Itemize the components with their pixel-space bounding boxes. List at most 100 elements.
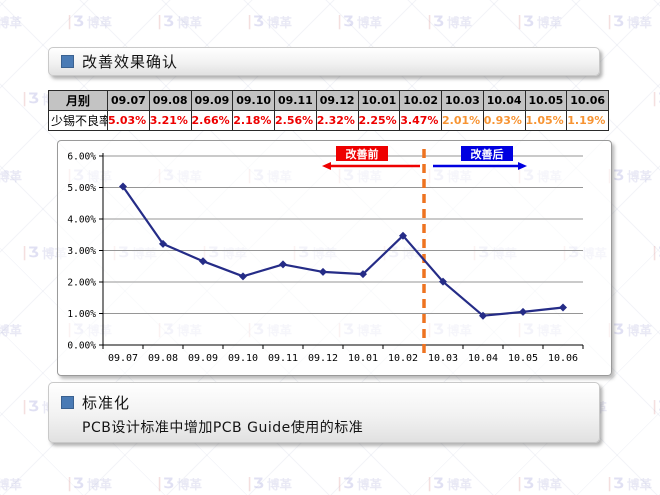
svg-text:09.10: 09.10 (228, 353, 258, 364)
page-title: 改善效果确认 (82, 53, 179, 71)
logo-mark-icon: Ʒ (523, 475, 534, 492)
x-axis-labels: 09.07 09.08 09.09 09.10 09.11 09.12 10.01 10.02… (108, 353, 578, 364)
logo-mark-icon: Ʒ (343, 13, 354, 30)
logo-text: 博革 (0, 169, 22, 184)
header-bar: 改善效果确认 (48, 47, 600, 76)
value-cell: 3.21% (148, 110, 192, 131)
logo-mark-icon: Ʒ (253, 475, 264, 492)
watermark-logo: |Ʒ博革 (652, 89, 660, 108)
value-cell: 1.19% (566, 110, 609, 131)
month-header-cell: 10.05 (524, 90, 568, 111)
section-bullet-icon (61, 55, 74, 68)
value-cell: 2.18% (232, 110, 275, 131)
value-cell: 1.05% (524, 110, 568, 131)
series-markers (119, 182, 567, 320)
logo-mark-icon: Ʒ (433, 475, 444, 492)
svg-text:0.00%: 0.00% (67, 341, 96, 352)
after-annotation: 改善后 (433, 146, 527, 170)
logo-mark-icon: Ʒ (28, 398, 39, 415)
svg-text:10.06: 10.06 (548, 353, 578, 364)
value-cell: 5.03% (107, 110, 150, 131)
month-header-cell: 09.11 (274, 90, 317, 111)
svg-text:09.11: 09.11 (268, 353, 298, 364)
logo-text: 博革 (446, 477, 472, 492)
logo-text: 博革 (446, 15, 472, 30)
month-header-cell: 09.10 (232, 90, 275, 111)
logo-mark-icon: Ʒ (163, 475, 174, 492)
svg-text:10.05: 10.05 (508, 353, 538, 364)
logo-text: 博革 (356, 477, 382, 492)
logo-bar-icon: | (607, 475, 613, 492)
logo-text: 博革 (86, 477, 112, 492)
logo-mark-icon: Ʒ (73, 13, 84, 30)
logo-mark-icon: Ʒ (343, 475, 354, 492)
month-header-cell: 10.03 (441, 90, 484, 111)
logo-bar-icon: | (652, 398, 658, 415)
logo-bar-icon: | (427, 13, 433, 30)
value-cell: 0.93% (482, 110, 526, 131)
data-table: 月别 09.07 09.08 09.09 09.10 09.11 09.12 10.01 10.… (48, 90, 609, 131)
logo-bar-icon: | (337, 13, 343, 30)
svg-text:09.07: 09.07 (108, 353, 138, 364)
watermark-logo: |Ʒ博革 (652, 243, 660, 262)
logo-text: 博革 (626, 15, 652, 30)
logo-text: 博革 (176, 477, 202, 492)
month-header-cell: 10.01 (357, 90, 401, 111)
watermark-logo: |Ʒ博革 (0, 320, 22, 339)
month-header-cell: 09.08 (148, 90, 192, 111)
value-cell: 2.01% (441, 110, 484, 131)
logo-mark-icon: Ʒ (613, 13, 624, 30)
svg-text:5.00%: 5.00% (67, 183, 96, 194)
svg-text:3.00%: 3.00% (67, 246, 96, 257)
logo-text: 博革 (266, 15, 292, 30)
watermark-logo: |Ʒ博革 (0, 166, 22, 185)
watermark-logo: |Ʒ博革 (0, 12, 22, 31)
logo-mark-icon: Ʒ (433, 13, 444, 30)
svg-text:10.01: 10.01 (348, 353, 378, 364)
logo-bar-icon: | (157, 13, 163, 30)
logo-text: 博革 (266, 477, 292, 492)
logo-text: 博革 (176, 15, 202, 30)
table-value-row: 少锡不良率 5.03% 3.21% 2.66% 2.18% 2.56% 2.32% 2.25%… (48, 110, 609, 131)
logo-mark-icon: Ʒ (73, 475, 84, 492)
svg-text:6.00%: 6.00% (67, 152, 96, 163)
svg-text:10.03: 10.03 (428, 353, 458, 364)
value-row-label: 少锡不良率 (48, 110, 108, 131)
axes (99, 153, 584, 349)
month-header-cell: 09.09 (190, 90, 234, 111)
logo-mark-icon: Ʒ (163, 13, 174, 30)
logo-text: 博革 (86, 15, 112, 30)
watermark-logo: |Ʒ博革 (652, 397, 660, 416)
month-header-cell: 10.02 (399, 90, 442, 111)
logo-mark-icon: Ʒ (28, 90, 39, 107)
footer-title-row: 标准化 (61, 392, 599, 413)
svg-text:09.09: 09.09 (188, 353, 218, 364)
section-bullet-icon (61, 396, 74, 409)
line-chart: 0.00% 1.00% 2.00% 3.00% 4.00% 5.00% 6.00% 09.07… (67, 146, 584, 364)
logo-text: 博革 (0, 323, 22, 338)
logo-bar-icon: | (607, 13, 613, 30)
svg-text:10.02: 10.02 (388, 353, 418, 364)
svg-text:2.00%: 2.00% (67, 278, 96, 289)
logo-text: 博革 (626, 477, 652, 492)
logo-mark-icon: Ʒ (613, 475, 624, 492)
svg-text:改善前: 改善前 (346, 147, 379, 161)
watermark-logo: |Ʒ博革 (0, 474, 22, 493)
logo-bar-icon: | (517, 13, 523, 30)
logo-bar-icon: | (22, 244, 28, 261)
logo-bar-icon: | (157, 475, 163, 492)
y-axis-labels: 0.00% 1.00% 2.00% 3.00% 4.00% 5.00% 6.00% (67, 152, 96, 352)
svg-text:09.12: 09.12 (308, 353, 338, 364)
value-cell: 2.25% (357, 110, 401, 131)
